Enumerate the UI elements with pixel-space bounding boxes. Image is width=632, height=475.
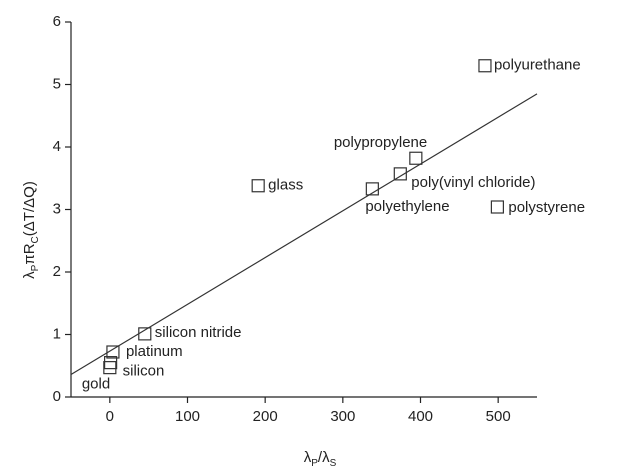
y-tick-label: 1 — [53, 325, 61, 342]
point-label: glass — [268, 177, 303, 194]
point — [490, 200, 504, 214]
label-part: P — [311, 458, 318, 469]
point-label: poly(vinyl chloride) — [411, 174, 535, 191]
fit-line — [70, 93, 538, 376]
label-part: (ΔT/ΔQ) — [21, 181, 38, 236]
x-tick-label: 0 — [106, 408, 114, 425]
point — [106, 345, 120, 359]
y-tick-label: 5 — [53, 75, 61, 92]
point-label: silicon nitride — [155, 324, 242, 341]
x-tick-label: 400 — [408, 408, 433, 425]
label-part: P — [30, 264, 41, 271]
point — [103, 361, 117, 375]
label-part: πR — [21, 243, 38, 264]
y-axis-label: λPπRC(ΔT/ΔQ) — [21, 181, 41, 279]
y-tick-label: 3 — [53, 200, 61, 217]
point — [251, 179, 265, 193]
point-label: polystyrene — [508, 199, 585, 216]
x-tick-label: 300 — [330, 408, 355, 425]
x-tick-label: 200 — [253, 408, 278, 425]
point — [365, 182, 379, 196]
label-part: S — [330, 458, 337, 469]
y-tick-label: 4 — [53, 138, 61, 155]
label-part: C — [30, 236, 41, 243]
label-part: λ — [304, 449, 312, 466]
label-part: λ — [21, 271, 38, 279]
y-tick-label: 2 — [53, 263, 61, 280]
point — [478, 59, 492, 73]
x-tick-label: 100 — [175, 408, 200, 425]
point — [104, 356, 118, 370]
label-part: /λ — [318, 449, 330, 466]
point-label: polyurethane — [494, 57, 581, 74]
point-label: polyethylene — [365, 198, 449, 215]
point-label: platinum — [126, 343, 183, 360]
point-label: polypropylene — [334, 134, 427, 151]
point — [138, 327, 152, 341]
point — [409, 151, 423, 165]
point-label: gold — [82, 376, 110, 393]
x-axis-label: λP/λS — [304, 449, 337, 469]
x-tick-label: 500 — [486, 408, 511, 425]
y-tick-label: 6 — [53, 13, 61, 30]
point-label: silicon — [123, 363, 165, 380]
point — [393, 167, 407, 181]
y-tick-label: 0 — [53, 388, 61, 405]
